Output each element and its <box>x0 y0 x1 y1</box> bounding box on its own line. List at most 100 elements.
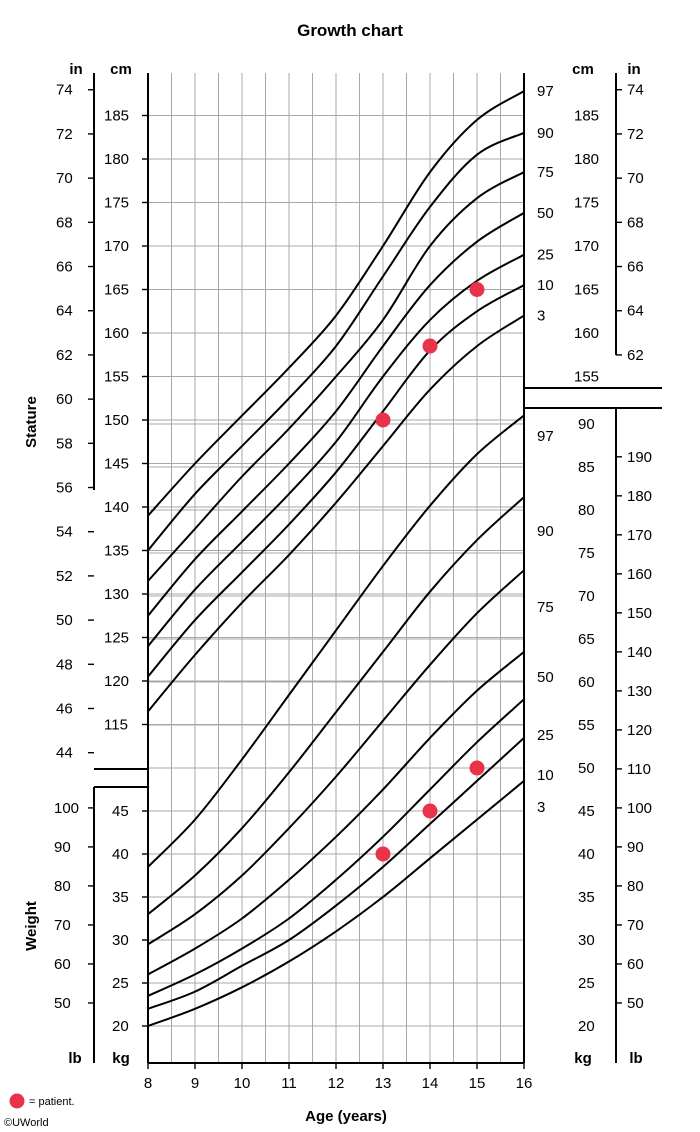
weight-kg-tick-right: 50 <box>578 760 595 777</box>
weight-lb-tick-right: 50 <box>627 995 644 1012</box>
weight-lb-tick-right: 160 <box>627 566 652 583</box>
unit-in-right: in <box>627 61 640 78</box>
weight-kg-tick-right: 40 <box>578 846 595 863</box>
weight-percentile-label: 97 <box>537 428 554 445</box>
weight-kg-tick-right: 85 <box>578 459 595 476</box>
stature-percentile-label: 25 <box>537 247 554 264</box>
stature-in-tick-right: 68 <box>627 214 644 231</box>
stature-percentile-90-line <box>147 131 525 552</box>
stature-in-tick-left: 52 <box>56 568 73 585</box>
x-tick-label: 13 <box>375 1075 392 1092</box>
stature-in-tick-left: 48 <box>56 656 73 673</box>
weight-lb-tick-right: 70 <box>627 917 644 934</box>
unit-cm-left: cm <box>110 61 132 78</box>
stature-percentile-3-line <box>147 314 525 713</box>
unit-in-left: in <box>69 61 82 78</box>
weight-lb-tick-right: 150 <box>627 605 652 622</box>
weight-kg-tick-right: 35 <box>578 889 595 906</box>
stature-in-tick-left: 74 <box>56 82 73 99</box>
stature-in-tick-left: 58 <box>56 435 73 452</box>
stature-cm-tick-left: 185 <box>104 108 129 125</box>
weight-kg-tick-right: 65 <box>578 631 595 648</box>
stature-in-tick-left: 62 <box>56 347 73 364</box>
weight-kg-tick-left: 25 <box>112 975 129 992</box>
patient-weight-point <box>375 846 391 862</box>
stature-cm-tick-right: 160 <box>574 325 599 342</box>
weight-lb-tick-left: 100 <box>54 800 79 817</box>
weight-lb-tick-left: 60 <box>54 956 71 973</box>
axis-ticks <box>88 89 622 1069</box>
legend-patient-text: = patient. <box>29 1096 75 1108</box>
x-axis-label: Age (years) <box>305 1108 387 1125</box>
stature-in-tick-left: 50 <box>56 612 73 629</box>
stature-in-tick-left: 64 <box>56 303 73 320</box>
stature-percentile-label: 50 <box>537 205 554 222</box>
stature-cm-tick-left: 165 <box>104 282 129 299</box>
stature-cm-tick-right: 180 <box>574 151 599 168</box>
weight-kg-tick-right: 30 <box>578 932 595 949</box>
patient-stature-point <box>375 412 391 428</box>
stature-cm-tick-left: 135 <box>104 543 129 560</box>
weight-percentile-label: 3 <box>537 799 545 816</box>
weight-percentile-25-line <box>147 698 525 997</box>
stature-in-tick-left: 46 <box>56 700 73 717</box>
stature-cm-tick-left: 155 <box>104 369 129 386</box>
weight-kg-tick-right: 80 <box>578 502 595 519</box>
patient-stature-point <box>469 282 485 297</box>
unit-lb-right: lb <box>629 1050 642 1067</box>
unit-kg-right: kg <box>574 1050 592 1067</box>
weight-percentile-label: 10 <box>537 767 554 784</box>
stature-in-tick-right: 62 <box>627 347 644 364</box>
unit-kg-left: kg <box>112 1050 130 1067</box>
x-tick-label: 12 <box>328 1075 345 1092</box>
x-tick-label: 16 <box>516 1075 533 1092</box>
stature-cm-tick-right: 185 <box>574 108 599 125</box>
weight-percentile-label: 50 <box>537 669 554 686</box>
patient-weight-point <box>469 760 485 776</box>
unit-lb-left: lb <box>68 1050 81 1067</box>
stature-cm-tick-left: 120 <box>104 673 129 690</box>
stature-percentile-75-line <box>147 171 525 582</box>
weight-kg-tick-right: 90 <box>578 416 595 433</box>
x-tick-label: 10 <box>234 1075 251 1092</box>
stature-in-tick-right: 70 <box>627 170 644 187</box>
chart-title: Growth chart <box>297 21 403 40</box>
stature-percentile-10-line <box>147 284 525 678</box>
stature-percentile-label: 97 <box>537 83 554 100</box>
stature-cm-tick-right: 170 <box>574 238 599 255</box>
weight-lb-tick-right: 180 <box>627 488 652 505</box>
copyright: ©UWorld <box>4 1117 49 1129</box>
stature-cm-tick-left: 140 <box>104 499 129 516</box>
stature-in-tick-right: 66 <box>627 259 644 276</box>
weight-lb-tick-right: 190 <box>627 449 652 466</box>
weight-kg-tick-left: 40 <box>112 846 129 863</box>
stature-in-tick-left: 68 <box>56 214 73 231</box>
stature-in-tick-left: 56 <box>56 480 73 497</box>
stature-axis-label: Stature <box>23 396 40 448</box>
weight-kg-tick-right: 75 <box>578 545 595 562</box>
patient-stature-point <box>422 338 438 354</box>
unit-cm-right: cm <box>572 61 594 78</box>
stature-percentile-97-line <box>147 90 525 517</box>
axes-frame <box>93 73 662 1064</box>
weight-lb-tick-right: 100 <box>627 800 652 817</box>
weight-lb-tick-right: 80 <box>627 878 644 895</box>
stature-in-tick-left: 66 <box>56 259 73 276</box>
weight-lb-tick-left: 90 <box>54 839 71 856</box>
stature-percentile-25-line <box>147 253 525 648</box>
stature-cm-tick-left: 130 <box>104 586 129 603</box>
weight-lb-tick-right: 170 <box>627 527 652 544</box>
weight-kg-tick-left: 20 <box>112 1018 129 1035</box>
weight-percentile-90-line <box>147 496 525 916</box>
stature-in-tick-left: 60 <box>56 391 73 408</box>
weight-lb-tick-right: 110 <box>627 761 651 778</box>
x-tick-label: 11 <box>281 1075 297 1092</box>
weight-percentile-label: 25 <box>537 727 554 744</box>
weight-percentile-75-line <box>147 569 525 946</box>
x-tick-label: 8 <box>144 1075 152 1092</box>
stature-cm-tick-left: 170 <box>104 238 129 255</box>
stature-in-tick-left: 44 <box>56 745 73 762</box>
stature-cm-tick-left: 150 <box>104 412 129 429</box>
weight-kg-tick-right: 55 <box>578 717 595 734</box>
weight-kg-tick-right: 20 <box>578 1018 595 1035</box>
